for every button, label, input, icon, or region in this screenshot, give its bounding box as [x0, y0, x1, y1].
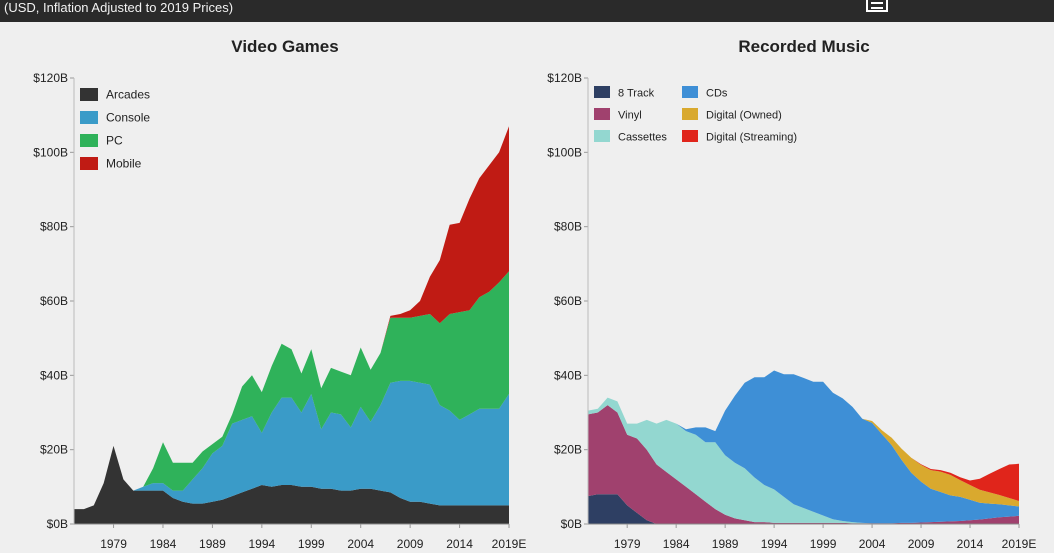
y-tick-label: $80B: [554, 220, 582, 234]
video-games-chart: Video Games $0B $20B $40B $60B $80B $100B $120B…: [33, 37, 526, 551]
legend-label: Cassettes: [618, 132, 667, 144]
chart-title: Recorded Music: [738, 37, 869, 56]
y-tick-label: $60B: [554, 294, 582, 308]
x-tick-label: 2019E: [1002, 537, 1037, 551]
legend-swatch: [682, 86, 698, 98]
x-tick-label: 1994: [248, 537, 275, 551]
y-tick-label: $0B: [561, 517, 582, 531]
legend-swatch: [594, 86, 610, 98]
chart-title: Video Games: [231, 37, 338, 56]
area-series-arcades: [74, 445, 509, 524]
legend-swatch: [80, 134, 98, 147]
x-tick-label: 1994: [761, 537, 788, 551]
area-series-cds: [588, 370, 1019, 524]
x-tick-label: 2014: [446, 537, 473, 551]
y-tick-label: $60B: [40, 294, 68, 308]
y-tick-label: $100B: [547, 145, 582, 159]
x-tick-label: 1979: [100, 537, 127, 551]
x-tick-label: 2004: [859, 537, 886, 551]
legend-label: Digital (Streaming): [706, 132, 797, 144]
x-tick-label: 1999: [298, 537, 325, 551]
legend-swatch: [80, 88, 98, 101]
legend-swatch: [682, 108, 698, 120]
y-tick-label: $120B: [33, 71, 68, 85]
x-tick-label: 2009: [908, 537, 935, 551]
y-tick-label: $100B: [33, 145, 68, 159]
area-series-console: [74, 380, 509, 510]
y-tick-label: $40B: [554, 368, 582, 382]
legend-label: Mobile: [106, 157, 142, 171]
legend-label: CDs: [706, 88, 728, 100]
x-tick-label: 1989: [712, 537, 739, 551]
legend-label: Vinyl: [618, 110, 642, 122]
legend-label: Arcades: [106, 88, 150, 102]
legend-swatch: [682, 130, 698, 142]
legend-swatch: [594, 108, 610, 120]
y-tick-label: $80B: [40, 220, 68, 234]
area-series-digital-owned: [588, 370, 1019, 507]
y-tick-label: $40B: [40, 368, 68, 382]
logo-icon: [866, 0, 888, 12]
area-series-cassettes: [588, 397, 1019, 524]
x-tick-label: 1984: [663, 537, 690, 551]
x-tick-label: 1979: [614, 537, 641, 551]
x-tick-label: 2014: [957, 537, 984, 551]
header-bar: (USD, Inflation Adjusted to 2019 Prices): [0, 0, 1054, 22]
x-tick-label: 2009: [397, 537, 424, 551]
y-tick-label: $20B: [554, 443, 582, 457]
x-tick-label: 1984: [150, 537, 177, 551]
legend-swatch: [594, 130, 610, 142]
y-tick-label: $20B: [40, 443, 68, 457]
x-tick-label: 2019E: [492, 537, 527, 551]
legend-swatch: [80, 111, 98, 124]
x-tick-label: 2004: [347, 537, 374, 551]
legend-label: Console: [106, 111, 150, 125]
legend-label: PC: [106, 134, 123, 148]
legend-label: 8 Track: [618, 88, 655, 100]
x-tick-label: 1989: [199, 537, 226, 551]
charts-canvas: Video Games $0B $20B $40B $60B $80B $100B $120B…: [33, 37, 1036, 551]
chart-subtitle: (USD, Inflation Adjusted to 2019 Prices): [4, 0, 234, 15]
legend-swatch: [80, 157, 98, 170]
x-tick-label: 1999: [810, 537, 837, 551]
area-series-8-track: [588, 494, 1019, 524]
area-series-pc: [74, 271, 509, 510]
area-series-vinyl: [588, 405, 1019, 524]
y-tick-label: $0B: [47, 517, 68, 531]
recorded-music-chart: Recorded Music $0B $20B $40B $60B $80B $100B $1…: [547, 37, 1036, 551]
legend-label: Digital (Owned): [706, 110, 782, 122]
y-tick-label: $120B: [547, 71, 582, 85]
